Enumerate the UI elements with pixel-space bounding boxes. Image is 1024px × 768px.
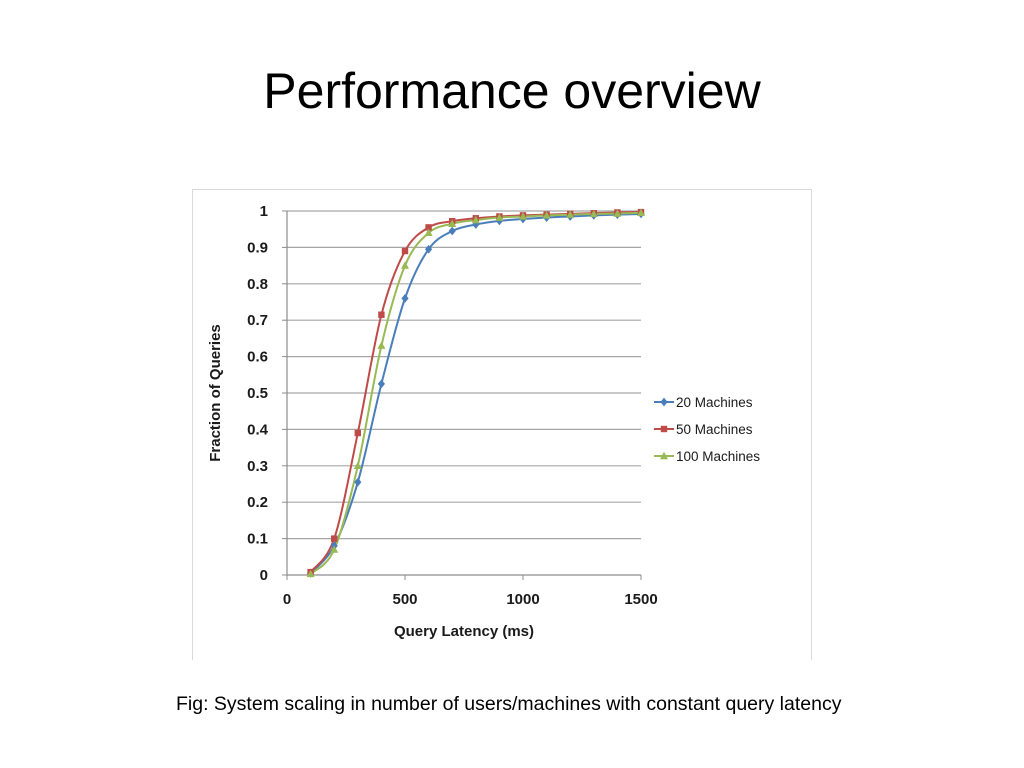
legend-label: 50 Machines [676, 422, 753, 437]
data-point [331, 535, 338, 542]
gridlines [287, 210, 641, 540]
legend: 20 Machines 50 Machines 100 Machines [654, 395, 760, 464]
x-tick-label: 500 [392, 591, 417, 608]
series-line-2 [309, 211, 642, 575]
slide-title: Performance overview [263, 63, 761, 119]
data-point [495, 213, 504, 221]
y-tick-label: 0.6 [247, 349, 268, 366]
data-point [566, 210, 575, 218]
data-point [424, 228, 433, 237]
x-tick-label: 1500 [624, 591, 657, 608]
data-point [330, 545, 339, 553]
figure-caption: Fig: System scaling in number of users/m… [176, 693, 842, 715]
data-point [519, 212, 527, 220]
data-point [306, 569, 315, 578]
data-point [471, 215, 480, 224]
axes [282, 210, 642, 580]
y-tick-label: 0.2 [247, 494, 268, 511]
series-lines [309, 211, 642, 575]
legend-item: 50 Machines [654, 422, 753, 437]
chart-frame: 0 0.1 0.2 0.3 0.4 0.5 0.6 0.7 0.8 0.9 1 0 500 1000 150… [192, 189, 812, 660]
legend-label: 20 Machines [676, 395, 753, 410]
y-tick-label: 1 [260, 203, 268, 220]
x-tick-label: 0 [283, 591, 291, 608]
data-point [637, 208, 645, 217]
data-point [401, 261, 409, 269]
data-point [613, 209, 622, 217]
series-line-0 [309, 212, 642, 574]
data-point [353, 461, 362, 469]
data-point [354, 429, 361, 437]
data-point [542, 211, 551, 219]
data-point [425, 224, 432, 231]
legend-marker [660, 397, 668, 407]
data-point [401, 247, 409, 255]
y-tick-label: 0.7 [247, 312, 268, 329]
y-tick-label: 0.8 [247, 276, 268, 293]
data-point [589, 209, 598, 218]
x-axis-title: Query Latency (ms) [394, 623, 534, 640]
data-point [448, 226, 456, 236]
y-tick-label: 0.3 [247, 458, 268, 475]
legend-item: 100 Machines [654, 449, 760, 464]
tick-labels: 0 0.1 0.2 0.3 0.4 0.5 0.6 0.7 0.8 0.9 1 0 500 1000 150… [247, 203, 658, 608]
data-point [448, 219, 457, 227]
legend-label: 100 Machines [676, 449, 760, 464]
y-tick-label: 0.5 [247, 385, 268, 402]
data-point [495, 216, 503, 226]
legend-marker [660, 451, 668, 460]
legend-marker [660, 425, 668, 433]
data-point [378, 311, 385, 318]
data-point [377, 379, 385, 389]
x-tick-label: 1000 [506, 591, 539, 608]
y-tick-label: 0.4 [247, 421, 269, 438]
y-tick-label: 0.1 [247, 531, 268, 548]
y-axis-title: Fraction of Queries [207, 324, 224, 462]
data-point [472, 220, 480, 229]
data-point [401, 293, 409, 303]
data-point [377, 341, 386, 349]
y-tick-label: 0.9 [247, 239, 268, 256]
y-tick-label: 0 [260, 567, 268, 584]
data-point [354, 477, 362, 487]
performance-chart: 0 0.1 0.2 0.3 0.4 0.5 0.6 0.7 0.8 0.9 1 0 500 1000 150… [207, 203, 760, 640]
legend-item: 20 Machines [654, 395, 753, 410]
series-line-1 [309, 211, 642, 573]
